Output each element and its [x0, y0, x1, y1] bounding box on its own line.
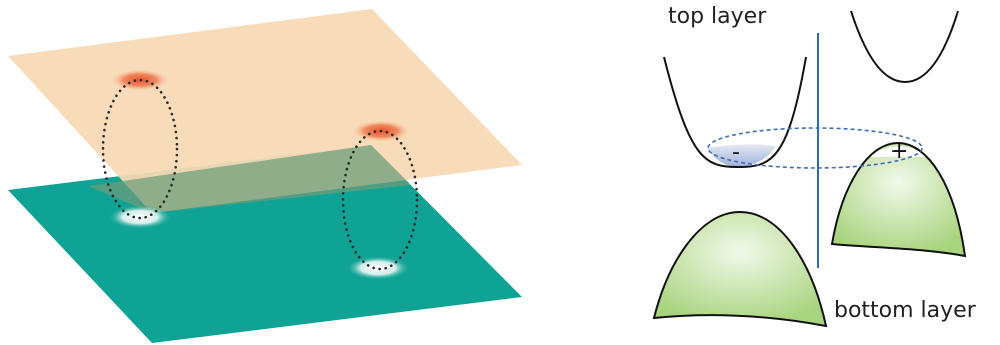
top-layer-plane	[8, 9, 522, 213]
electron-sign: -	[732, 140, 740, 165]
top-layer-label: top layer	[668, 4, 767, 29]
hole-sign: +	[890, 139, 908, 164]
valence-band-outline	[830, 141, 967, 258]
layer-overlap-region	[88, 145, 411, 213]
exciton-loop	[341, 129, 419, 271]
valence-band-top-layer	[652, 210, 828, 328]
interlayer-exciton-ellipse	[707, 127, 923, 169]
exciton-loop	[101, 78, 179, 220]
hole-spot	[346, 256, 410, 280]
filled-electron-pocket	[707, 144, 776, 167]
conduction-band-top-layer	[663, 56, 807, 169]
conduction-band-bottom-layer	[850, 10, 959, 84]
bottom-layer-label: bottom layer	[834, 298, 976, 323]
valence-band-bottom-layer	[832, 143, 965, 256]
hole-pocket	[868, 146, 930, 157]
